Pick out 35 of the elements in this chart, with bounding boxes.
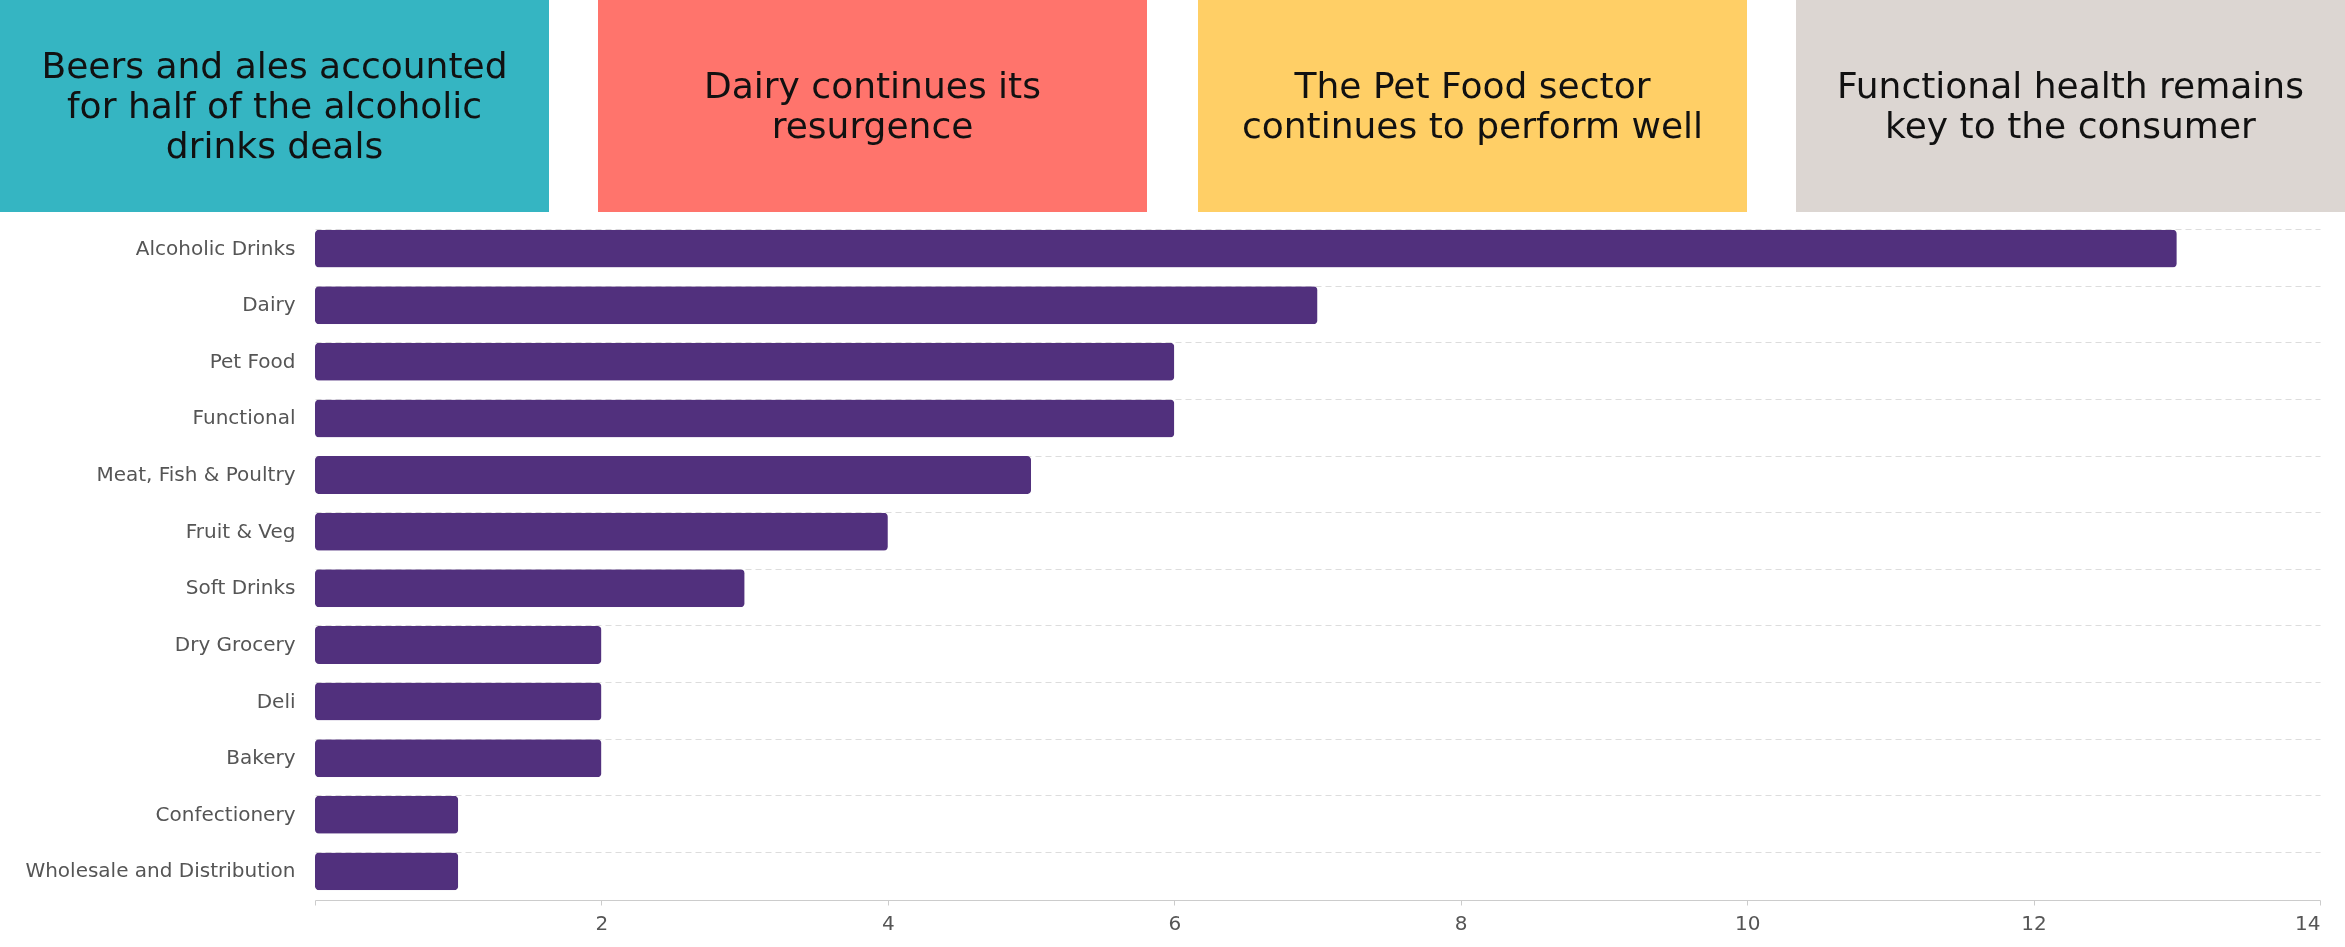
y-tick-label: Alcoholic Drinks (135, 235, 296, 260)
x-tick-label: 2 (595, 910, 609, 935)
y-tick-label: Pet Food (209, 348, 296, 373)
bar (315, 625, 602, 664)
y-tick-label: Dry Grocery (174, 631, 296, 656)
bar (315, 342, 1175, 381)
bar (315, 795, 459, 834)
y-tick-label: Fruit & Veg (185, 518, 296, 543)
y-tick-label: Wholesale and Distribution (25, 858, 296, 883)
bar (315, 569, 745, 608)
x-tick-label: 10 (1734, 910, 1761, 935)
x-tick-label: 6 (1168, 910, 1182, 935)
y-tick-label: Confectionery (155, 801, 296, 826)
bar (315, 512, 888, 551)
y-tick-label: Dairy (242, 292, 296, 317)
bar (315, 852, 459, 891)
callout-box: Functional health remains key to the consumer (1796, 0, 2345, 212)
x-tick-label: 8 (1454, 910, 1468, 935)
y-tick-label: Meat, Fish & Poultry (96, 462, 296, 487)
bar (315, 399, 1175, 438)
bar (315, 456, 1032, 495)
y-tick-label: Soft Drinks (185, 575, 296, 600)
x-tick-label: 4 (881, 910, 895, 935)
callout-box: The Pet Food sector continues to perform well (1198, 0, 1747, 212)
x-tick-label: 14 (2295, 910, 2321, 935)
bar (315, 682, 602, 721)
callout-box: Beers and ales accounted for half of the alcoholic drinks deals (0, 0, 549, 212)
x-tick-label: 12 (2021, 910, 2047, 935)
bar (315, 739, 602, 778)
bar (315, 229, 2177, 268)
y-tick-label: Functional (192, 405, 296, 430)
callout-box: Dairy continues its resurgence (598, 0, 1147, 212)
y-tick-label: Deli (256, 688, 296, 713)
y-tick-label: Bakery (226, 745, 296, 770)
bar (315, 286, 1318, 325)
